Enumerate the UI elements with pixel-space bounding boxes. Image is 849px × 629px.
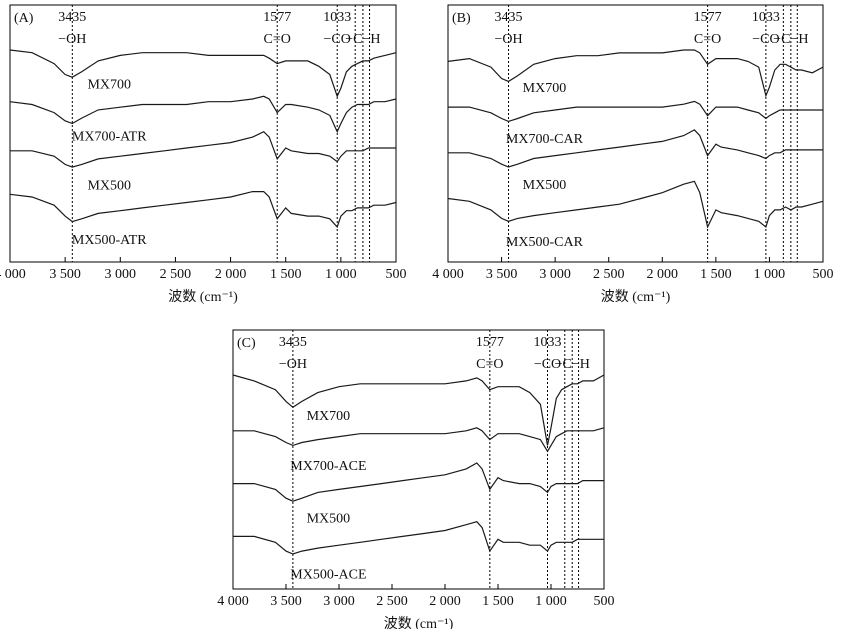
series-label: MX700 xyxy=(87,78,131,93)
marker-value: 1577 xyxy=(694,10,722,25)
x-tick-label: 500 xyxy=(386,267,407,282)
plot-frame xyxy=(447,4,824,263)
x-tick-label: 2 000 xyxy=(215,267,247,282)
marker-label: −CO xyxy=(324,32,351,47)
x-tick-label: 3 000 xyxy=(323,594,355,609)
x-axis-label: 波数 (cm⁻¹) xyxy=(384,616,454,629)
spectrum-line xyxy=(9,49,397,98)
series-label: MX500-ATR xyxy=(72,233,147,248)
series-label: MX500 xyxy=(87,178,131,193)
spectrum-line xyxy=(10,130,396,168)
spectrum-line xyxy=(233,521,604,555)
x-tick-label: 3 000 xyxy=(539,267,571,282)
x-tick-label: 3 000 xyxy=(105,267,137,282)
x-tick-label: 4 000 xyxy=(217,594,249,609)
marker-value: 1033 xyxy=(752,10,780,25)
marker-value: 3435 xyxy=(495,10,523,25)
spectrum-line xyxy=(232,374,605,446)
x-tick-label: 3 500 xyxy=(486,267,518,282)
series-label: MX700 xyxy=(307,409,351,424)
marker-value: 1577 xyxy=(476,335,504,350)
ch-label: −C−H xyxy=(345,32,380,47)
series-label: MX500 xyxy=(307,512,351,527)
x-tick-label: 1 000 xyxy=(535,594,567,609)
marker-label: C=O xyxy=(694,32,721,47)
x-tick-label: 2 500 xyxy=(160,267,192,282)
marker-value: 1577 xyxy=(263,10,291,25)
x-tick-label: 4 000 xyxy=(0,267,26,282)
x-tick-label: 4 000 xyxy=(432,267,464,282)
spectrum-line xyxy=(233,427,605,453)
x-tick-label: 2 500 xyxy=(593,267,625,282)
spectrum-line xyxy=(9,95,397,134)
marker-label: −OH xyxy=(494,32,522,47)
series-label: MX700-CAR xyxy=(506,132,584,147)
marker-label: −OH xyxy=(58,32,86,47)
series-label: MX500-ACE xyxy=(290,567,366,582)
x-tick-label: 500 xyxy=(813,267,834,282)
x-tick-label: 3 500 xyxy=(49,267,81,282)
x-tick-label: 2 000 xyxy=(429,594,461,609)
x-axis-label: 波数 (cm⁻¹) xyxy=(168,289,238,305)
x-tick-label: 1 500 xyxy=(482,594,514,609)
x-tick-label: 500 xyxy=(594,594,615,609)
marker-value: 1033 xyxy=(534,335,562,350)
panel-label: (B) xyxy=(452,11,471,26)
spectrum-line xyxy=(233,462,604,502)
ch-label: −C−H xyxy=(773,32,808,47)
x-tick-label: 3 500 xyxy=(270,594,302,609)
marker-label: −CO xyxy=(534,357,561,372)
spectrum-line xyxy=(448,100,823,123)
marker-label: −OH xyxy=(279,357,307,372)
panel-label: (A) xyxy=(14,11,34,26)
x-tick-label: 1 000 xyxy=(754,267,786,282)
x-tick-label: 1 500 xyxy=(270,267,302,282)
marker-label: C=O xyxy=(476,357,503,372)
series-label: MX700-ATR xyxy=(72,129,147,144)
series-label: MX500-CAR xyxy=(506,235,584,250)
series-label: MX500 xyxy=(523,178,567,193)
spectrum-line xyxy=(9,191,397,229)
spectrum-line xyxy=(447,49,824,98)
marker-value: 1033 xyxy=(323,10,351,25)
marker-value: 3435 xyxy=(58,10,86,25)
x-tick-label: 1 500 xyxy=(700,267,732,282)
x-axis-label: 波数 (cm⁻¹) xyxy=(601,289,671,305)
plot-frame xyxy=(232,329,605,590)
x-tick-label: 1 000 xyxy=(325,267,357,282)
panel-label: (C) xyxy=(237,336,256,351)
marker-label: C=O xyxy=(264,32,291,47)
series-label: MX700 xyxy=(523,81,567,96)
marker-value: 3435 xyxy=(279,335,307,350)
spectrum-line xyxy=(447,180,824,229)
spectrum-line xyxy=(448,129,823,168)
marker-label: −CO xyxy=(752,32,779,47)
plot-frame xyxy=(9,4,397,263)
series-label: MX700-ACE xyxy=(290,459,366,474)
x-tick-label: 2 000 xyxy=(647,267,679,282)
x-tick-label: 2 500 xyxy=(376,594,408,609)
ch-label: −C−H xyxy=(555,357,590,372)
